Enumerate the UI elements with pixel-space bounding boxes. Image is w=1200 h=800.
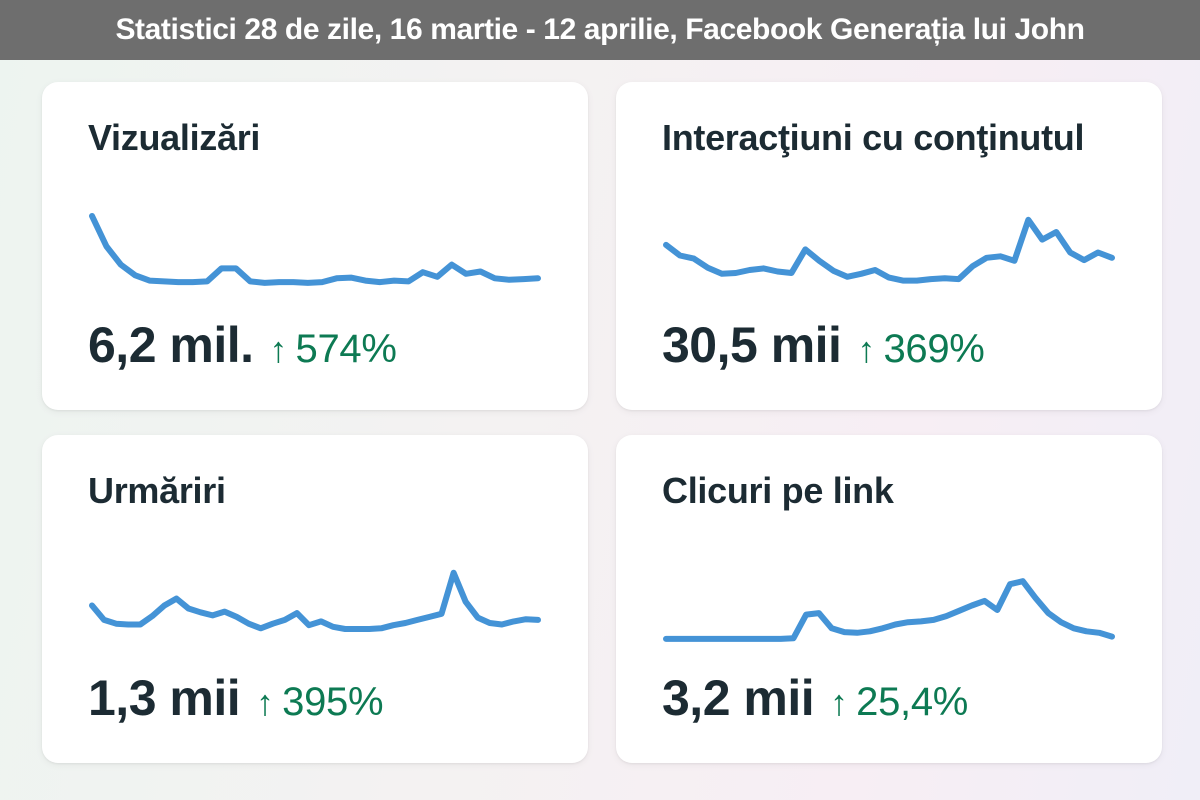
metric-value: 30,5 mii [662,317,842,373]
trend-up-arrow-icon: ↑ [857,329,876,370]
interactions-sparkline-chart [663,216,1115,284]
metric-title: Vizualizări [88,117,261,158]
follows-sparkline-chart [89,569,541,632]
metric-title: Interacţiuni cu conţinutul [662,117,1085,158]
metrics-grid: Vizualizări 6,2 mil. ↑ 574% Interacţiuni… [0,60,1200,800]
trend-up-arrow-icon: ↑ [830,682,849,723]
trend-percentage: 369% [883,327,985,371]
metric-card-views[interactable]: Vizualizări 6,2 mil. ↑ 574% [42,82,588,410]
views-sparkline-chart [89,213,541,286]
trend-indicator: ↑ 25,4% [830,680,968,725]
metric-card-content-interactions[interactable]: Interacţiuni cu conţinutul 30,5 mii ↑ 36… [616,82,1162,410]
metric-title: Urmăriri [88,470,226,511]
metric-title: Clicuri pe link [662,470,894,511]
metric-card-follows[interactable]: Urmăriri 1,3 mii ↑ 395% [42,435,588,763]
trend-percentage: 574% [295,327,397,371]
metric-card-link-clicks[interactable]: Clicuri pe link 3,2 mii ↑ 25,4% [616,435,1162,763]
trend-indicator: ↑ 574% [270,327,397,372]
metric-value: 1,3 mii [88,670,241,726]
metric-value: 3,2 mii [662,670,815,726]
stats-period-title: Statistici 28 de zile, 16 martie - 12 ap… [115,13,1085,46]
stats-header-bar: Statistici 28 de zile, 16 martie - 12 ap… [0,0,1200,60]
link-clicks-sparkline-chart [663,578,1115,642]
metric-value-row: 1,3 mii ↑ 395% [88,669,542,727]
trend-up-arrow-icon: ↑ [269,329,288,370]
metric-value: 6,2 mil. [88,317,254,373]
trend-up-arrow-icon: ↑ [256,682,275,723]
metric-value-row: 6,2 mil. ↑ 574% [88,316,542,374]
trend-percentage: 25,4% [856,680,969,724]
trend-percentage: 395% [282,680,384,724]
metric-value-row: 3,2 mii ↑ 25,4% [662,669,1116,727]
trend-indicator: ↑ 395% [256,680,383,725]
metric-value-row: 30,5 mii ↑ 369% [662,316,1116,374]
trend-indicator: ↑ 369% [857,327,984,372]
